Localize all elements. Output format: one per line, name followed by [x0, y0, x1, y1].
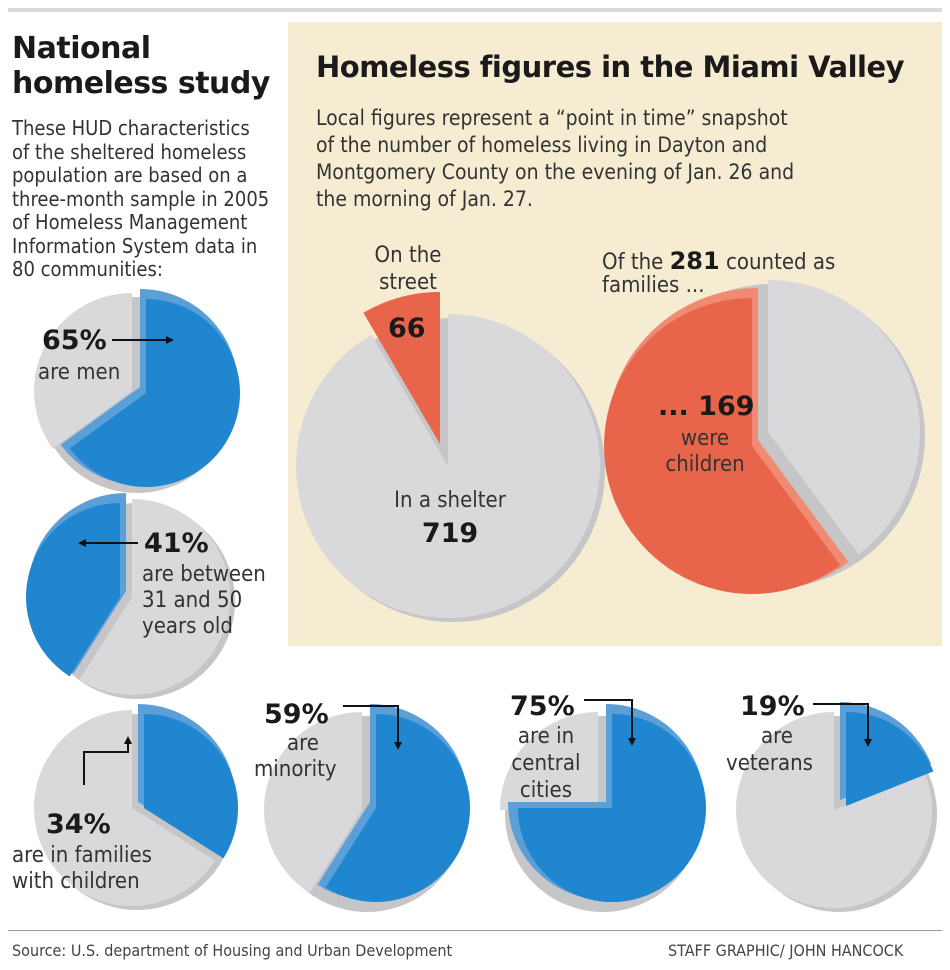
families-label-line2: with children — [12, 869, 140, 894]
cities-pie-slice — [518, 714, 706, 902]
men-pie-rest-slice — [34, 293, 132, 449]
minority-pie-slice — [325, 714, 470, 902]
families-pie-rest-slice — [33, 710, 215, 906]
national-intro-line: of Homeless Management — [12, 210, 248, 234]
men-percent: 65% — [42, 325, 107, 356]
cities-percent: 75% — [510, 691, 575, 722]
top-rule — [8, 8, 942, 12]
children-value: ... 169 — [658, 391, 755, 422]
age-percent: 41% — [144, 528, 209, 559]
minority-label-line2: minority — [254, 757, 337, 782]
footer-rule — [8, 930, 942, 931]
minority-percent: 59% — [264, 699, 329, 730]
family-count-line2: families ... — [602, 273, 705, 298]
miami-valley-title: Homeless figures in the Miami Valley — [316, 50, 905, 84]
family-count-line1: Of the 281 counted as — [602, 246, 835, 276]
family-count-prefix: Of the — [602, 250, 670, 275]
national-intro-line: of the sheltered homeless — [12, 139, 247, 164]
age-label-line2: 31 and 50 — [142, 588, 243, 613]
arrow-veterans — [813, 703, 872, 747]
age-label-line1: are between — [142, 562, 266, 587]
arrow-cities — [584, 699, 636, 746]
national-intro-line: 80 communities: — [12, 257, 163, 281]
veterans-percent: 19% — [740, 691, 805, 722]
cities-pie-rest-slice — [500, 712, 598, 810]
national-title-line2: homeless study — [12, 66, 270, 101]
source-note: Source: U.S. department of Housing and U… — [12, 941, 453, 960]
arrow-minority — [343, 705, 402, 750]
minority-label-line1: are — [287, 731, 319, 756]
miami-intro-line: the morning of Jan. 27. — [316, 187, 533, 211]
national-intro-line: population are based on a — [12, 163, 248, 187]
children-label-line1: were — [680, 426, 730, 451]
families_children-pie-slice — [603, 298, 841, 594]
national-intro-line: These HUD characteristics — [12, 116, 250, 140]
national-intro-line: Information System data in — [12, 233, 258, 258]
families-percent: 34% — [46, 809, 111, 840]
children-label-line2: children — [665, 452, 745, 477]
veterans-pie-rest-slice — [736, 712, 933, 908]
miami-intro-line: Local figures represent a “point in time… — [316, 106, 788, 130]
national-intro-line: three-month sample in 2005 — [12, 186, 270, 211]
street_shelter-pie-rest-slice — [296, 314, 601, 618]
cities-label-line2: central — [511, 751, 581, 776]
family-count-suffix: counted as — [719, 250, 836, 275]
shelter-label: In a shelter — [394, 488, 506, 513]
street-label-line2: street — [379, 270, 437, 295]
street-value: 66 — [388, 313, 426, 344]
cities-label-line3: cities — [519, 778, 573, 803]
credit: STAFF GRAPHIC/ JOHN HANCOCK — [668, 941, 904, 960]
age-pie-slice — [25, 502, 120, 677]
men-label: are men — [38, 360, 121, 385]
men-pie-slice — [69, 299, 240, 488]
age-label-line3: years old — [142, 614, 233, 639]
veterans-label-line1: are — [761, 724, 793, 749]
pointer-arrows — [78, 336, 872, 785]
street_shelter-pie-slice — [363, 292, 440, 444]
family-count-number: 281 — [669, 247, 720, 275]
minority-pie-rest-slice — [264, 712, 362, 893]
miami-intro-line: Montgomery County on the evening of Jan.… — [316, 160, 795, 184]
veterans-label-line2: veterans — [726, 751, 813, 776]
miami-intro-line: of the number of homeless living in Dayt… — [316, 133, 768, 157]
families-label-line1: are in families — [12, 843, 152, 868]
street-label-line1: On the — [374, 243, 442, 268]
cities-label-line1: are in — [517, 724, 575, 749]
age-pie-rest-slice — [79, 499, 231, 695]
families_children-pie-rest-slice — [768, 280, 921, 555]
families-pie-slice — [144, 714, 239, 859]
arrow-families — [83, 736, 132, 785]
national-title-line1: National — [12, 31, 151, 66]
shelter-value: 719 — [421, 518, 479, 549]
